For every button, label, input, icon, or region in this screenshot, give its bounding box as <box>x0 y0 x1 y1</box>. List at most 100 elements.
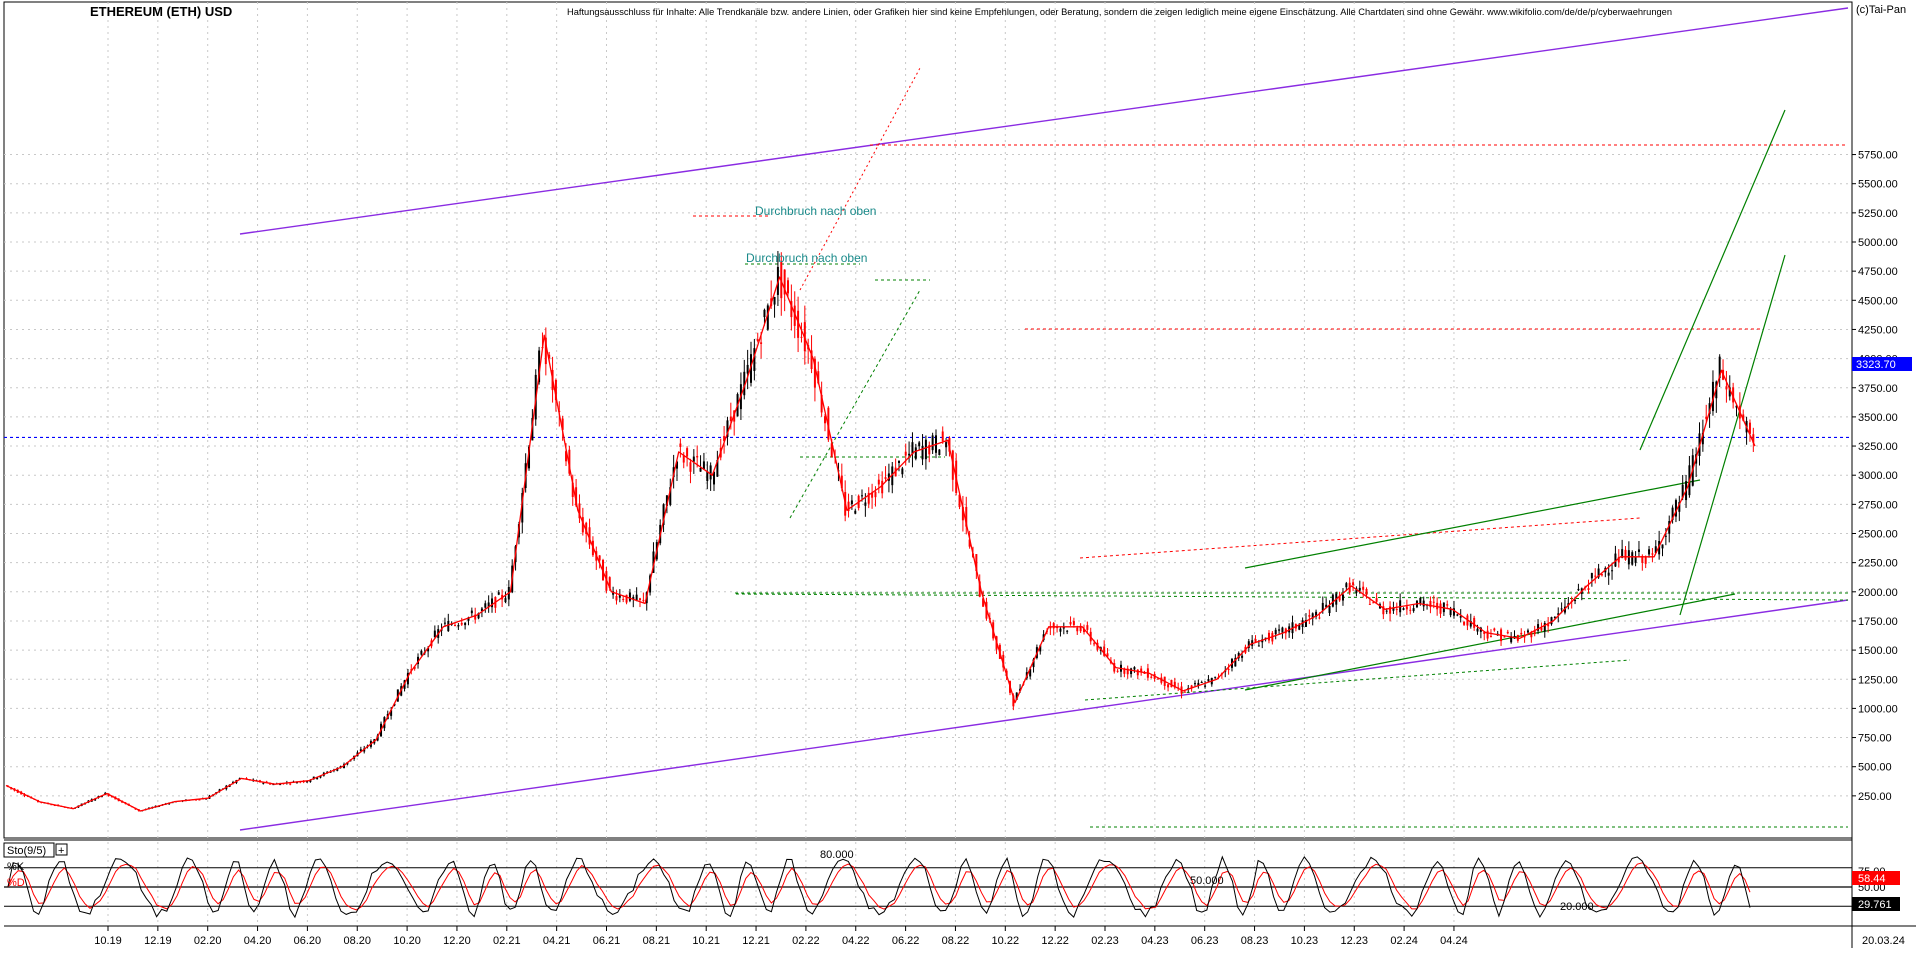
y-tick-label: 750.00 <box>1858 733 1892 745</box>
price-candle-body <box>911 442 914 455</box>
d-legend: %D <box>7 877 25 889</box>
price-candle-body <box>521 493 524 523</box>
price-candle-body <box>1197 682 1200 686</box>
price-candle-body <box>195 799 198 801</box>
price-candle-body <box>1402 608 1405 610</box>
y-tick-label: 5250.00 <box>1858 208 1898 220</box>
y-tick-label: 4500.00 <box>1858 295 1898 307</box>
price-candle-body <box>1648 549 1651 555</box>
price-candle-body <box>625 594 628 603</box>
x-tick-label: 02.22 <box>792 935 820 947</box>
current-price-label: 3323.70 <box>1856 359 1896 371</box>
price-candle-body <box>406 672 409 685</box>
x-tick-label: 06.22 <box>892 935 920 947</box>
price-candle-body <box>1526 630 1529 633</box>
grid <box>4 2 1852 926</box>
x-tick-label: 08.22 <box>942 935 970 947</box>
price-candle-body <box>1352 582 1355 586</box>
price-candle-body <box>1597 568 1600 578</box>
y-tick-label: 3000.00 <box>1858 470 1898 482</box>
price-candle-body <box>881 480 884 494</box>
price-candle-body <box>874 491 877 498</box>
price-candle-body <box>1732 387 1735 403</box>
price-candle-body <box>390 710 393 716</box>
price-candle-body <box>1066 630 1069 632</box>
price-candle-body <box>968 539 971 547</box>
price-candle-body <box>1540 627 1543 631</box>
price-candle-body <box>615 596 618 601</box>
price-candle-body <box>1251 640 1254 646</box>
price-candle-body <box>965 506 968 527</box>
price-candle-body <box>1439 603 1442 614</box>
price-candle-body <box>309 779 312 782</box>
indicator-add-icon[interactable] <box>55 843 68 856</box>
y-tick-label: 5000.00 <box>1858 237 1898 249</box>
price-candle-body <box>790 301 793 318</box>
support-1720 <box>735 593 1849 601</box>
price-candle-body <box>1735 405 1738 408</box>
price-candle-body <box>1331 594 1334 607</box>
price-candle-body <box>1072 621 1075 626</box>
price-candle-body <box>1557 613 1560 615</box>
price-candle-body <box>1170 679 1173 688</box>
price-candle-body <box>1167 684 1170 688</box>
x-axis: 10.19 12.19 02.20 04.20 06.20 08.20 10.20 12.20… <box>94 926 1468 947</box>
price-candle-body <box>1486 630 1489 639</box>
price-candle-body <box>793 305 796 326</box>
price-candle-body <box>1574 599 1577 602</box>
price-candle-body <box>753 348 756 371</box>
y-tick-label: 1000.00 <box>1858 703 1898 715</box>
price-candle-body <box>1587 588 1590 590</box>
indicator-box[interactable] <box>3 842 55 858</box>
price-candle-body <box>238 778 241 780</box>
price-candle-body <box>1029 668 1032 677</box>
price-candle-body <box>1267 632 1270 641</box>
price-candle-body <box>1395 609 1398 611</box>
price-candle-body <box>1257 645 1260 647</box>
price-candle-body <box>824 416 827 424</box>
price-candle-body <box>639 598 642 600</box>
price-candle-body <box>1644 556 1647 564</box>
sto-level-20: 20.000 <box>1560 901 1594 913</box>
support-2022-diagonal <box>1084 659 1631 701</box>
price-candle-body <box>871 492 874 498</box>
price-candle-body <box>1281 627 1284 633</box>
price-candle-body <box>908 453 911 456</box>
price-candle-body <box>692 456 695 462</box>
price-candle-body <box>1637 549 1640 552</box>
price-candle-body <box>1590 573 1593 579</box>
price-candle-body <box>901 468 904 475</box>
trend-lines <box>4 7 1852 831</box>
price-candle-body <box>1412 608 1415 612</box>
price-candle-body <box>359 749 362 752</box>
price-candle-body <box>1150 676 1153 678</box>
price-candle-body <box>1473 617 1476 628</box>
price-candle-body <box>713 471 716 485</box>
price-candle-body <box>474 614 477 620</box>
x-tick-label: 10.21 <box>692 935 720 947</box>
price-candle-body <box>413 666 416 669</box>
x-tick-label: 02.23 <box>1091 935 1119 947</box>
price-candle-body <box>1385 610 1388 612</box>
x-tick-label: 04.24 <box>1440 935 1468 947</box>
x-tick-label: 10.22 <box>992 935 1020 947</box>
x-tick-label: 04.23 <box>1141 935 1169 947</box>
price-candle-body <box>1156 678 1159 680</box>
price-candle-body <box>982 598 985 607</box>
price-candle-body <box>716 460 719 477</box>
price-candle-body <box>810 350 813 370</box>
price-candle-body <box>410 669 413 671</box>
price-candle-body <box>504 598 507 603</box>
price-candle-body <box>1654 546 1657 554</box>
price-candle-body <box>1052 623 1055 629</box>
price-candle-body <box>945 442 948 448</box>
price-candle-body <box>726 420 729 438</box>
price-candle-body <box>554 379 557 401</box>
price-candle-body <box>100 795 103 798</box>
price-candle-body <box>1520 632 1523 635</box>
price-candle-body <box>1241 655 1244 658</box>
price-candle-body <box>1143 672 1146 674</box>
x-tick-label: 12.23 <box>1340 935 1368 947</box>
price-candle-body <box>1039 645 1042 652</box>
